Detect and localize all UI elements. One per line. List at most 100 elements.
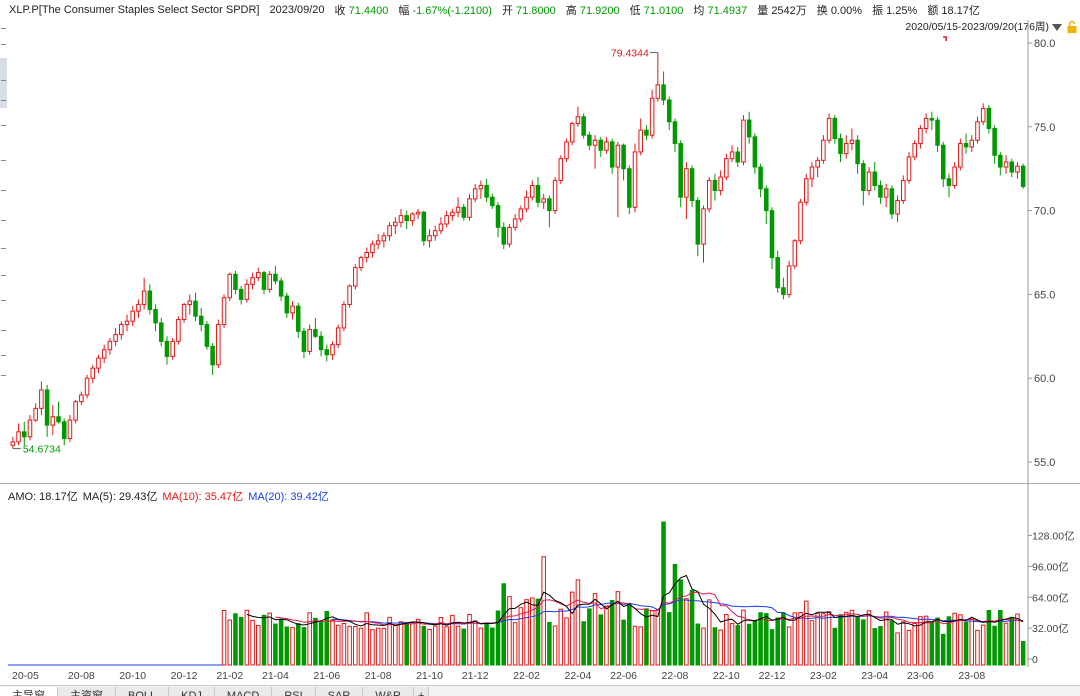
ma20-legend-value: MA(20): 39.42亿 bbox=[248, 491, 329, 503]
candle bbox=[569, 121, 575, 146]
candle bbox=[678, 140, 683, 208]
chevron-down-icon[interactable] bbox=[1052, 23, 1062, 31]
volume-bar bbox=[718, 629, 723, 666]
candle bbox=[421, 210, 427, 246]
candle bbox=[27, 415, 33, 441]
candle bbox=[176, 316, 181, 345]
amplitude-value: 1.25% bbox=[886, 5, 918, 17]
amplitude-label: 振 bbox=[872, 5, 884, 17]
candle bbox=[547, 195, 552, 228]
candle bbox=[358, 255, 364, 271]
volume-bar bbox=[221, 610, 227, 666]
candle bbox=[838, 133, 843, 162]
candle bbox=[227, 272, 233, 302]
tab-boll[interactable]: BOLL bbox=[116, 687, 170, 696]
candle bbox=[524, 190, 529, 213]
volume-bar bbox=[775, 617, 780, 666]
toolbar-tick bbox=[1, 28, 6, 29]
toolbar-selected-item[interactable] bbox=[0, 58, 7, 108]
volume-bar bbox=[432, 625, 438, 666]
volume-bar bbox=[592, 593, 598, 666]
candle bbox=[318, 331, 324, 357]
candle bbox=[1020, 163, 1026, 189]
volume-bar bbox=[792, 612, 798, 666]
volume-bar bbox=[575, 579, 581, 666]
tab-item0[interactable]: 主导窗 bbox=[0, 687, 58, 696]
volume-bar bbox=[1020, 640, 1026, 666]
volume-bar bbox=[729, 623, 735, 666]
ma5-legend-value: MA(5): 29.43亿 bbox=[82, 491, 158, 503]
change-value: -1.67%(-1.2100) bbox=[412, 5, 492, 17]
x-tick-label: 21-02 bbox=[216, 670, 243, 682]
candle bbox=[181, 302, 187, 323]
candle bbox=[335, 324, 341, 349]
candle bbox=[695, 197, 701, 256]
candle bbox=[878, 180, 883, 204]
volume-bar bbox=[461, 628, 467, 666]
volume-bar bbox=[478, 627, 484, 666]
volume-bar bbox=[963, 621, 969, 666]
candle bbox=[56, 401, 61, 424]
volume-bar bbox=[712, 627, 718, 666]
tab-add[interactable]: + bbox=[413, 687, 430, 696]
volume-bar bbox=[689, 590, 695, 666]
left-toolbar[interactable] bbox=[0, 20, 8, 690]
candle bbox=[198, 307, 204, 332]
candle bbox=[79, 391, 84, 406]
candle bbox=[712, 173, 718, 201]
tab-kdj[interactable]: KDJ bbox=[169, 687, 215, 696]
candle bbox=[238, 286, 244, 305]
indicator-tabs[interactable]: 主导窗 主资窗 BOLL KDJ MACD RSI SAR W&R + bbox=[0, 685, 1080, 696]
candle bbox=[781, 277, 786, 300]
candle bbox=[39, 381, 44, 416]
candle bbox=[136, 299, 141, 318]
volume-bar bbox=[335, 624, 341, 666]
volume-bar bbox=[421, 625, 427, 666]
candle bbox=[261, 270, 267, 295]
volume-bar bbox=[895, 632, 900, 666]
open-field: 开 71.8000 bbox=[502, 2, 556, 18]
change-label: 幅 bbox=[398, 5, 410, 17]
avg-value: 71.4937 bbox=[707, 5, 748, 17]
tab-macd[interactable]: MACD bbox=[214, 687, 273, 696]
volume-bar bbox=[672, 563, 678, 666]
toolbar-tick bbox=[1, 220, 6, 221]
volume-bar bbox=[375, 627, 381, 666]
volume-bar bbox=[290, 627, 295, 666]
volume-bar bbox=[786, 626, 792, 666]
candle bbox=[216, 319, 221, 369]
symbol-name: XLP.P[The Consumer Staples Select Sector… bbox=[9, 4, 260, 16]
candle bbox=[604, 136, 609, 154]
tab-wr[interactable]: W&R bbox=[363, 687, 414, 696]
volume-bar bbox=[986, 609, 992, 666]
volume-bar bbox=[524, 599, 529, 666]
candle bbox=[598, 136, 604, 157]
candle bbox=[627, 165, 632, 214]
volume-chart[interactable]: 128.00亿 96.00亿 64.00亿 32.00亿 0 bbox=[0, 484, 1080, 667]
volume-bar bbox=[946, 616, 952, 666]
volume-bar bbox=[918, 616, 923, 666]
candlestick-chart[interactable]: 80.0 75.0 70.0 65.0 60.0 55.0 79.4344 54.6734 bbox=[0, 20, 1080, 484]
volume-bar bbox=[929, 621, 935, 666]
tab-rsi[interactable]: RSI bbox=[272, 687, 316, 696]
tab-sar[interactable]: SAR bbox=[315, 687, 364, 696]
candle bbox=[518, 205, 524, 223]
avg-label: 均 bbox=[693, 5, 705, 17]
candle bbox=[724, 153, 729, 181]
lock-icon[interactable] bbox=[1066, 20, 1078, 34]
tab-item1[interactable]: 主资窗 bbox=[58, 687, 116, 696]
candle bbox=[895, 195, 900, 223]
candle bbox=[84, 374, 90, 399]
candle bbox=[341, 301, 347, 332]
volume-bar bbox=[341, 622, 347, 666]
candle bbox=[432, 225, 438, 241]
date-range-selector[interactable]: 2020/05/15-2023/09/20(176周) bbox=[905, 20, 1062, 34]
volume-bar bbox=[261, 614, 267, 666]
candle bbox=[427, 229, 432, 248]
candle bbox=[472, 183, 478, 203]
candle bbox=[210, 343, 215, 375]
volume-bar bbox=[530, 597, 535, 666]
volume-bar bbox=[769, 629, 775, 666]
candle bbox=[752, 133, 758, 174]
volume-bar bbox=[809, 620, 815, 666]
